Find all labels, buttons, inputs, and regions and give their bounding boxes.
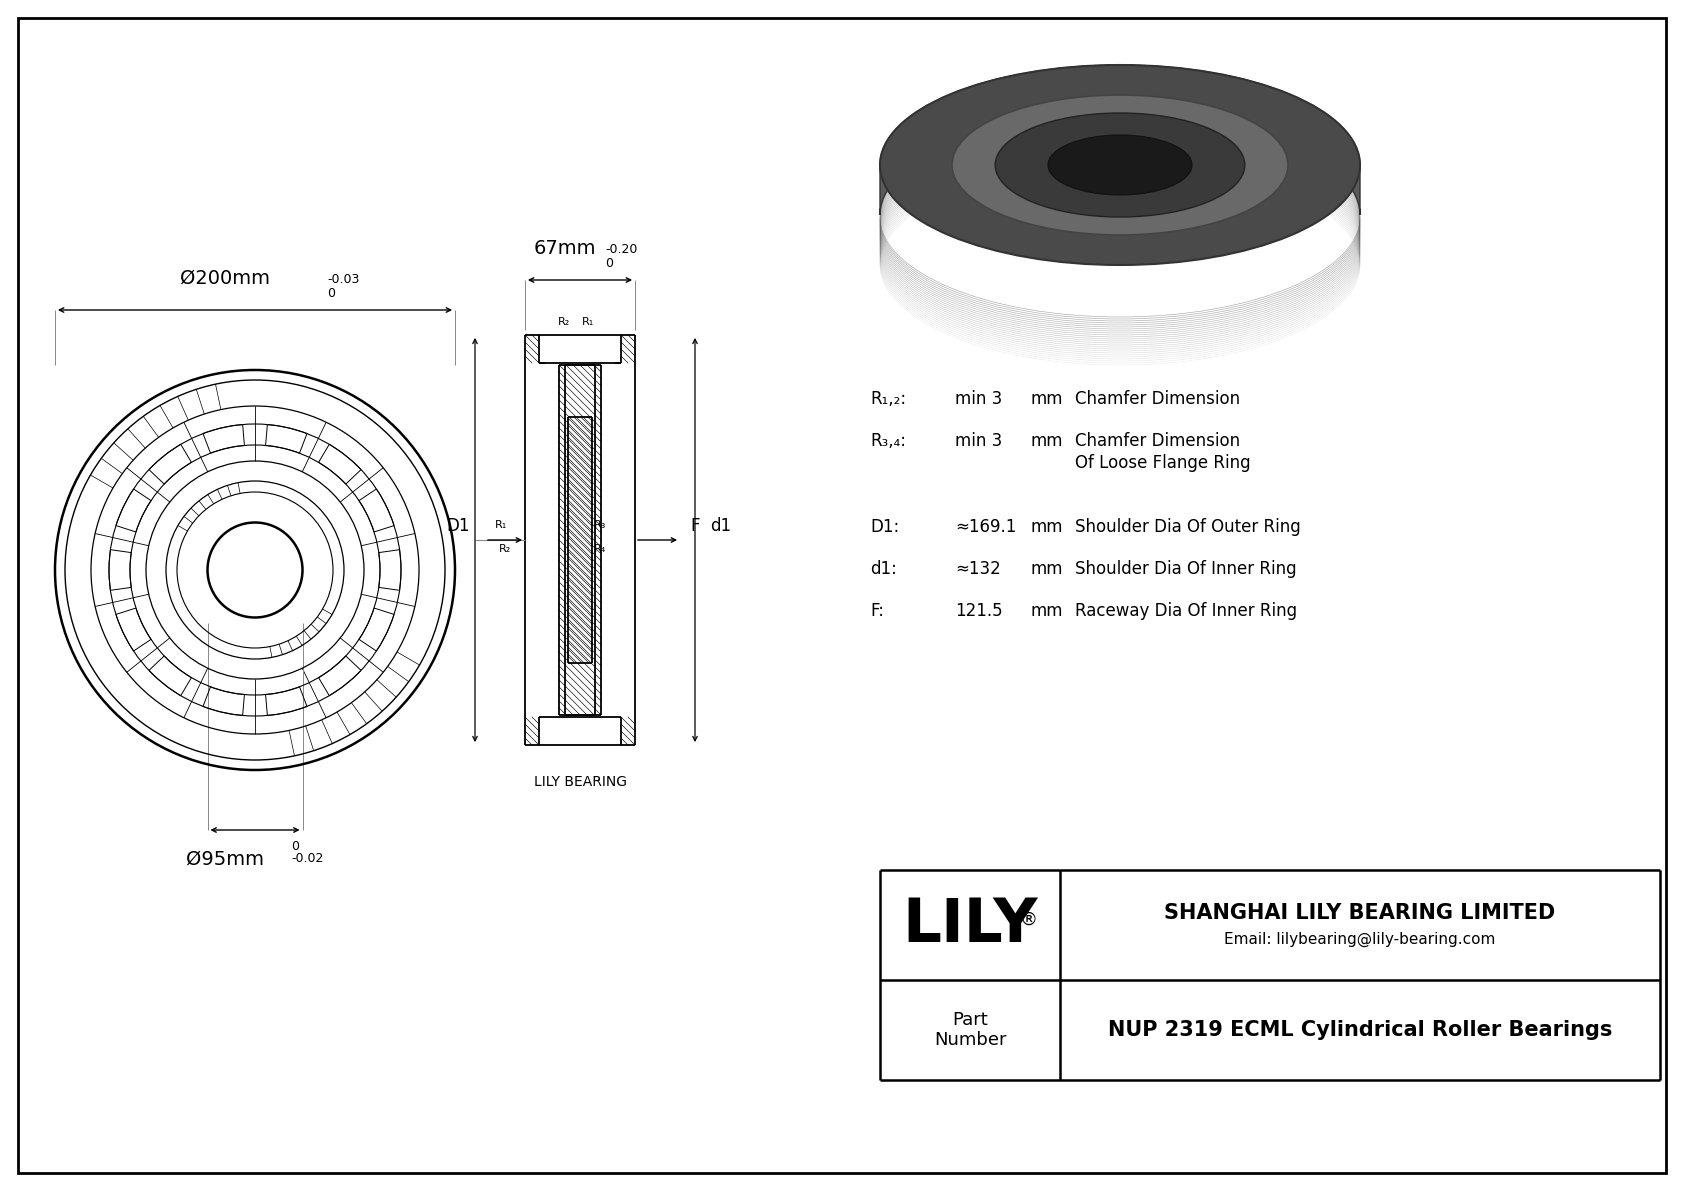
Text: R₃: R₃ bbox=[594, 520, 606, 530]
Text: min 3: min 3 bbox=[955, 389, 1002, 409]
Text: -0.20: -0.20 bbox=[605, 243, 637, 256]
Text: ≈132: ≈132 bbox=[955, 560, 1000, 578]
Text: mm: mm bbox=[1031, 603, 1063, 621]
Text: R₃,₄:: R₃,₄: bbox=[871, 432, 906, 450]
Text: ≈169.1: ≈169.1 bbox=[955, 518, 1017, 536]
Text: R₁,₂:: R₁,₂: bbox=[871, 389, 906, 409]
Text: R₁: R₁ bbox=[583, 317, 594, 328]
Text: LILY: LILY bbox=[903, 896, 1037, 954]
Text: Shoulder Dia Of Outer Ring: Shoulder Dia Of Outer Ring bbox=[1074, 518, 1300, 536]
Text: 0: 0 bbox=[291, 840, 300, 853]
Text: mm: mm bbox=[1031, 518, 1063, 536]
Ellipse shape bbox=[995, 113, 1244, 217]
Text: R₂: R₂ bbox=[498, 544, 510, 554]
Text: SHANGHAI LILY BEARING LIMITED: SHANGHAI LILY BEARING LIMITED bbox=[1164, 903, 1556, 923]
Text: D1: D1 bbox=[446, 517, 470, 535]
Text: Chamfer Dimension: Chamfer Dimension bbox=[1074, 432, 1239, 450]
Text: 121.5: 121.5 bbox=[955, 603, 1002, 621]
Text: d1: d1 bbox=[711, 517, 731, 535]
Text: R₁: R₁ bbox=[495, 520, 507, 530]
Text: Raceway Dia Of Inner Ring: Raceway Dia Of Inner Ring bbox=[1074, 603, 1297, 621]
Text: F:: F: bbox=[871, 603, 884, 621]
Polygon shape bbox=[881, 66, 1361, 216]
Text: Email: lilybearing@lily-bearing.com: Email: lilybearing@lily-bearing.com bbox=[1224, 931, 1495, 947]
Text: -0.03: -0.03 bbox=[327, 273, 359, 286]
Text: mm: mm bbox=[1031, 389, 1063, 409]
Text: NUP 2319 ECML Cylindrical Roller Bearings: NUP 2319 ECML Cylindrical Roller Bearing… bbox=[1108, 1019, 1612, 1040]
Text: Of Loose Flange Ring: Of Loose Flange Ring bbox=[1074, 454, 1251, 472]
Text: LILY BEARING: LILY BEARING bbox=[534, 775, 626, 788]
Text: 0: 0 bbox=[327, 287, 335, 300]
Text: -0.02: -0.02 bbox=[291, 852, 323, 865]
Text: Shoulder Dia Of Inner Ring: Shoulder Dia Of Inner Ring bbox=[1074, 560, 1297, 578]
Text: R₄: R₄ bbox=[594, 544, 606, 554]
Text: Chamfer Dimension: Chamfer Dimension bbox=[1074, 389, 1239, 409]
Text: min 3: min 3 bbox=[955, 432, 1002, 450]
Ellipse shape bbox=[881, 66, 1361, 266]
Ellipse shape bbox=[1047, 135, 1192, 195]
Text: D1:: D1: bbox=[871, 518, 899, 536]
Text: mm: mm bbox=[1031, 432, 1063, 450]
Text: 67mm: 67mm bbox=[534, 239, 596, 258]
Text: Ø200mm: Ø200mm bbox=[180, 269, 269, 288]
Text: Ø95mm: Ø95mm bbox=[185, 850, 264, 869]
Text: d1:: d1: bbox=[871, 560, 898, 578]
Text: Part
Number: Part Number bbox=[933, 1011, 1007, 1049]
Text: ®: ® bbox=[1021, 911, 1037, 929]
Text: 0: 0 bbox=[605, 257, 613, 270]
Ellipse shape bbox=[951, 95, 1288, 235]
Text: R₂: R₂ bbox=[557, 317, 569, 328]
Text: F: F bbox=[690, 517, 699, 535]
Text: mm: mm bbox=[1031, 560, 1063, 578]
